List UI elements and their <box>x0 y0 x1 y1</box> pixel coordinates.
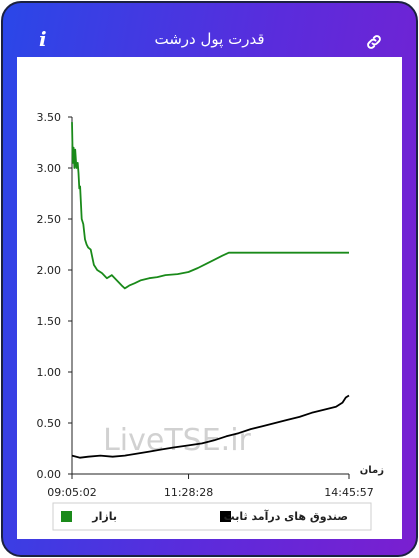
y-tick-label: 3.00 <box>37 162 62 175</box>
legend-box <box>52 502 372 531</box>
watermark: LiveTSE.ir <box>103 423 251 458</box>
legend-swatch-fixed-income <box>220 511 231 522</box>
info-icon[interactable]: i <box>39 27 47 51</box>
legend-label-market: بازار <box>91 510 117 523</box>
header-bar: i قدرت پول درشت <box>3 3 416 59</box>
legend-swatch-market <box>61 511 72 522</box>
x-tick-label: 14:45:57 <box>324 486 373 499</box>
y-tick-label: 1.50 <box>37 315 62 328</box>
y-tick-label: 3.50 <box>37 111 62 124</box>
chart-panel: LiveTSE.ir 0.00 0.50 1.00 1.50 2.00 2.50 3.00 3.… <box>17 57 402 539</box>
y-tick-label: 2.50 <box>37 213 62 226</box>
x-tick-label: 09:05:02 <box>47 486 96 499</box>
series-line-market <box>71 122 349 290</box>
y-tick-label: 2.00 <box>37 264 62 277</box>
y-tick-label: 0.00 <box>37 468 62 481</box>
page-title: قدرت پول درشت <box>154 30 265 48</box>
y-tick-label: 0.50 <box>37 417 62 430</box>
chart: LiveTSE.ir 0.00 0.50 1.00 1.50 2.00 2.50 3.00 3.… <box>37 111 384 531</box>
link-icon[interactable] <box>365 33 383 51</box>
legend-label-fixed-income: صندوق های درآمد ثابت <box>224 509 348 523</box>
series-line-fixed-income <box>71 394 350 459</box>
x-axis-title: زمان <box>360 465 384 476</box>
y-tick-label: 1.00 <box>37 366 62 379</box>
x-tick-label: 11:28:28 <box>164 486 213 499</box>
